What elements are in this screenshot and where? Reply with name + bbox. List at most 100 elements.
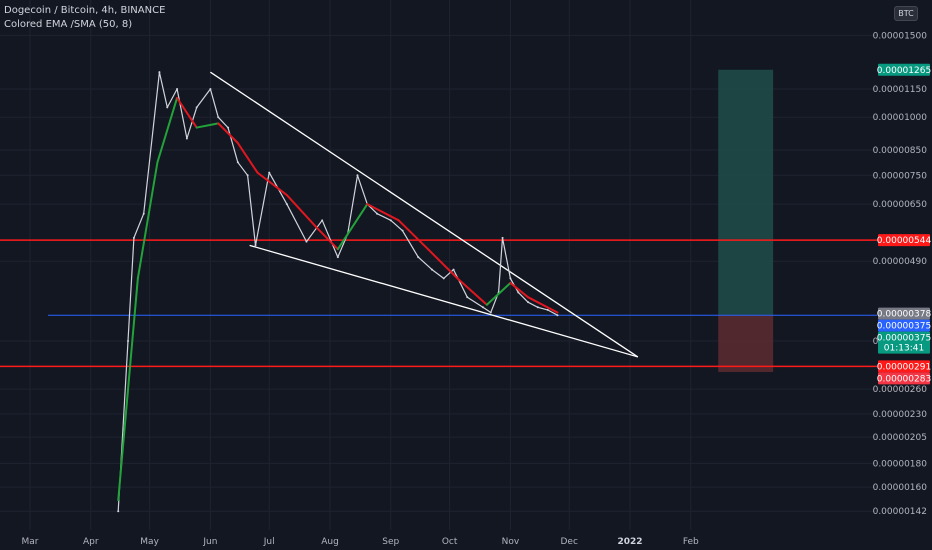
y-tick-label: 0.00000180 (873, 459, 928, 469)
x-tick-label: Sep (382, 537, 399, 547)
ema-segment (285, 194, 318, 229)
price-point (285, 203, 288, 206)
y-tick-label: 0.00000142 (873, 507, 927, 517)
price-point (209, 88, 212, 90)
ema-segment (527, 296, 559, 314)
price-tag-1: 0.00000544 (877, 234, 932, 247)
symbol-title[interactable]: Dogecoin / Bitcoin, 4h, BINANCE (4, 5, 166, 16)
chart-grid (0, 0, 877, 530)
position-zones[interactable] (718, 69, 774, 373)
y-tick-label: 0.00000750 (873, 171, 928, 181)
x-tick-label: Aug (321, 537, 339, 547)
currency-badge[interactable]: BTC (894, 6, 918, 21)
price-point (509, 277, 512, 280)
price-point (246, 174, 249, 177)
price-point (166, 106, 169, 109)
target-zone (718, 69, 774, 316)
price-point (501, 236, 504, 239)
y-tick-label: 0.00001000 (873, 113, 928, 123)
y-tick-label: 0.00001150 (873, 85, 928, 95)
price-point (227, 126, 230, 129)
price-point (466, 296, 469, 299)
price-point (305, 240, 308, 243)
x-tick-label: Mar (22, 537, 39, 547)
price-point (489, 311, 492, 314)
price-tag-bg (878, 331, 930, 354)
y-tick-label: 0.00000230 (873, 410, 928, 420)
x-tick-label: Dec (561, 537, 578, 547)
price-tag-label: 0.00000283 (877, 374, 931, 384)
ema-segment (176, 96, 198, 129)
price-point (452, 268, 455, 271)
price-point (185, 137, 188, 140)
x-tick-label: Nov (502, 537, 520, 547)
ema-segment (427, 248, 459, 280)
price-point (132, 236, 135, 239)
price-tag-bg (878, 234, 930, 247)
horizontal-lines[interactable] (0, 239, 877, 368)
price-point (389, 219, 392, 222)
ema-segment (117, 277, 139, 502)
x-axis-panel[interactable] (0, 530, 932, 550)
x-tick-label: 2022 (617, 537, 642, 547)
y-tick-label: 0.00000490 (873, 257, 928, 267)
ema-segment (315, 226, 339, 251)
price-tag-0: 0.00001265 (877, 63, 931, 76)
price-tag-3: 0.00000375 (877, 319, 931, 332)
y-axis-panel[interactable] (877, 0, 932, 530)
y-tick-label: 0.00001500 (873, 31, 928, 41)
price-point (527, 301, 530, 304)
price-tag-6: 0.00000283 (877, 372, 931, 385)
price-tag-label: 0.00000291 (877, 362, 931, 372)
wedge-upper-line (210, 71, 639, 358)
price-tag-label: 0.00000375 (877, 322, 931, 332)
ema-segment (256, 171, 288, 197)
price-point (517, 291, 520, 294)
price-tag-label: 0.00000378 (877, 310, 932, 320)
price-point (117, 510, 120, 513)
price-point (321, 219, 324, 222)
y-tick-label: 0.00000850 (873, 146, 928, 156)
indicator-legend[interactable]: Colored EMA /SMA (50, 8) (4, 19, 133, 30)
y-tick-label: 0.00000260 (873, 385, 928, 395)
ema-segment (456, 277, 488, 306)
price-tag-label: 0.00000544 (877, 236, 932, 246)
price-tag-bg (878, 319, 930, 332)
price-tag-bg (878, 372, 930, 385)
price-point (546, 308, 549, 311)
y-tick-label: 0.00000160 (873, 483, 928, 493)
price-point (217, 116, 220, 119)
ema-segment (136, 161, 159, 280)
price-tag-5: 0.00000291 (877, 360, 931, 373)
price-point (536, 306, 539, 309)
price-point (195, 106, 198, 109)
price-point (417, 256, 420, 259)
price-point (127, 340, 130, 342)
x-axis: Mar Apr May Jun Jul Aug Sep Oct Nov Dec 2022 Feb (22, 537, 700, 547)
price-tag-2: 0.00000378 (877, 307, 932, 320)
price-point (401, 229, 404, 232)
y-tick-label: 0.00000205 (873, 433, 927, 443)
x-tick-label: Feb (683, 537, 699, 547)
stop-zone (718, 315, 774, 373)
price-point (142, 212, 145, 215)
price-point (336, 256, 339, 259)
ema-segment (509, 281, 530, 299)
price-point (442, 277, 445, 280)
x-tick-label: Oct (442, 537, 458, 547)
price-point (556, 314, 559, 317)
price-point (356, 174, 359, 177)
y-tick-label: 0.00000650 (873, 200, 928, 210)
price-tag-bg (878, 307, 930, 320)
price-tag-countdown: 01:13:41 (884, 344, 924, 354)
wedge-trendlines[interactable] (210, 71, 639, 358)
ema-segment (397, 219, 430, 251)
price-point (268, 171, 271, 174)
price-tag-bg (878, 63, 930, 76)
ema-segment (336, 203, 369, 251)
ema-segment (366, 203, 400, 222)
x-tick-label: Jun (202, 537, 217, 547)
price-point (481, 306, 484, 309)
